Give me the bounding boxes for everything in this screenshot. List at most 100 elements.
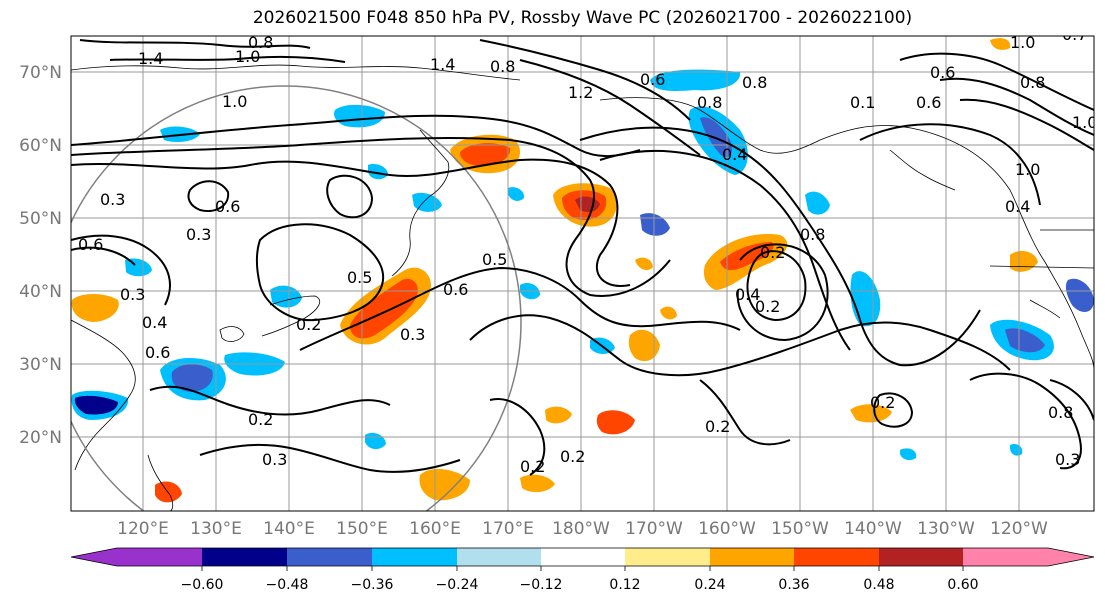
colorbar-segment [287,548,372,566]
lat-label: 70°N [19,63,62,83]
contour-label: 0.8 [1020,73,1045,92]
contour-label: 0.6 [930,63,955,82]
colorbar-tick-label: −0.48 [266,577,309,593]
colorbar-overflow [1048,548,1094,566]
contour-label: 0.7 [1062,25,1087,44]
colorbar-tick-label: −0.60 [181,577,224,593]
lon-label: 180°W [552,519,610,539]
contour-label: 0.8 [742,73,767,92]
rossby-wave-shading [71,38,1094,503]
lon-label: 170°E [482,519,534,539]
colorbar-tick-label: 0.60 [947,577,978,593]
positive-anomaly-china [71,294,119,322]
contour-label: 1.4 [430,55,455,74]
negative-anomaly-bering [650,69,748,175]
lon-label: 170°W [625,519,683,539]
lon-label: 160°E [409,519,461,539]
latitude-labels: 70°N 60°N 50°N 40°N 30°N 20°N [19,63,62,448]
colorbar-outline [70,547,1095,567]
map-frame [70,35,1095,512]
colorbar-tick-label: −0.36 [351,577,394,593]
map-background [71,36,1094,511]
contour-label: 0.5 [347,268,372,287]
colorbar-segment [117,548,202,566]
contour-label: 0.4 [722,145,747,164]
contour-label: 0.2 [870,393,895,412]
map-title: 2026021500 F048 850 hPa PV, Rossby Wave … [252,8,913,28]
contour-label: 1.0 [222,92,247,111]
colorbar-segment [794,548,879,566]
colorbar-tick-label: 0.12 [609,577,640,593]
colorbar-ticks [201,566,964,571]
colorbar-tick-label: 0.48 [863,577,894,593]
positive-anomaly-japan-east [340,267,431,345]
lon-label: 140°W [844,519,902,539]
lon-label: 160°W [698,519,756,539]
colorbar-segment [457,548,541,566]
lon-label: 150°W [771,519,829,539]
contour-label: 1.0 [1015,160,1040,179]
lon-label: 150°E [336,519,388,539]
lat-label: 30°N [19,355,62,375]
contour-label: 0.1 [850,93,875,112]
contour-label: 0.2 [755,297,780,316]
contour-label: 0.3 [400,325,425,344]
positive-anomaly-midpacific [628,329,660,362]
contour-label: 0.2 [705,417,730,436]
lat-label: 60°N [19,136,62,156]
colorbar-tick-label: 0.24 [694,577,725,593]
positive-anomaly-tropical [419,468,470,501]
colorbar-segment [541,548,625,566]
contour-label: 0.2 [520,457,545,476]
contour-label: 1.0 [1010,33,1035,52]
colorbar-segment [879,548,963,566]
contour-label: 0.8 [490,57,515,76]
negative-anomaly-east-china-sea [160,358,226,401]
positive-anomaly-kamchatka [450,134,520,174]
contour-label: 1.4 [138,49,163,68]
contour-label: 0.2 [560,447,585,466]
contour-label: 0.2 [296,315,321,334]
influence-circle [71,85,522,511]
contour-label: 0.2 [248,410,273,429]
contour-label: 0.2 [760,243,785,262]
colorbar-segment [710,548,794,566]
contour-label: 0.3 [100,190,125,209]
contour-label: 0.6 [215,197,240,216]
contour-label: 1.2 [568,83,593,102]
pv-contours [71,39,1094,476]
longitude-labels: 120°E 130°E 140°E 150°E 160°E 170°E 180°… [117,519,1048,539]
lat-label: 50°N [19,209,62,229]
contour-label: 0.4 [735,285,760,304]
colorbar-tick-label: −0.24 [436,577,479,593]
contour-labels: 1.4 0.8 1.0 1.4 0.8 1.0 1.0 0.8 0.6 0.6 … [78,25,1094,476]
lon-label: 130°E [190,519,242,539]
contour-label: 0.8 [1048,403,1073,422]
colorbar-segment [625,548,710,566]
contour-label: 0.6 [916,93,941,112]
contour-label: 0.6 [145,343,170,362]
positive-anomaly-hawaii-north [850,404,892,423]
colorbar-segment [202,548,287,566]
contour-label: 0.3 [120,285,145,304]
lat-label: 40°N [19,282,62,302]
colorbar-segment [963,548,1048,566]
colorbar: −0.60 −0.48 −0.36 −0.24 −0.12 0.12 0.24 … [70,547,1095,593]
lon-label: 120°W [990,519,1048,539]
colorbar-tick-label: −0.12 [520,577,563,593]
contour-label: 0.8 [697,93,722,112]
negative-anomaly-california [990,278,1094,361]
contour-label: 0.4 [1005,197,1030,216]
contour-label: 0.6 [443,280,468,299]
contour-label: 0.3 [262,450,287,469]
contour-label: 0.3 [1055,450,1080,469]
lon-label: 130°W [917,519,975,539]
lon-label: 120°E [117,519,169,539]
contour-label: 0.6 [640,70,665,89]
lat-label: 20°N [19,428,62,448]
contour-label: 0.6 [78,235,103,254]
contour-label: 0.3 [186,225,211,244]
colorbar-underflow [71,548,117,566]
contour-label: 0.8 [248,33,273,52]
